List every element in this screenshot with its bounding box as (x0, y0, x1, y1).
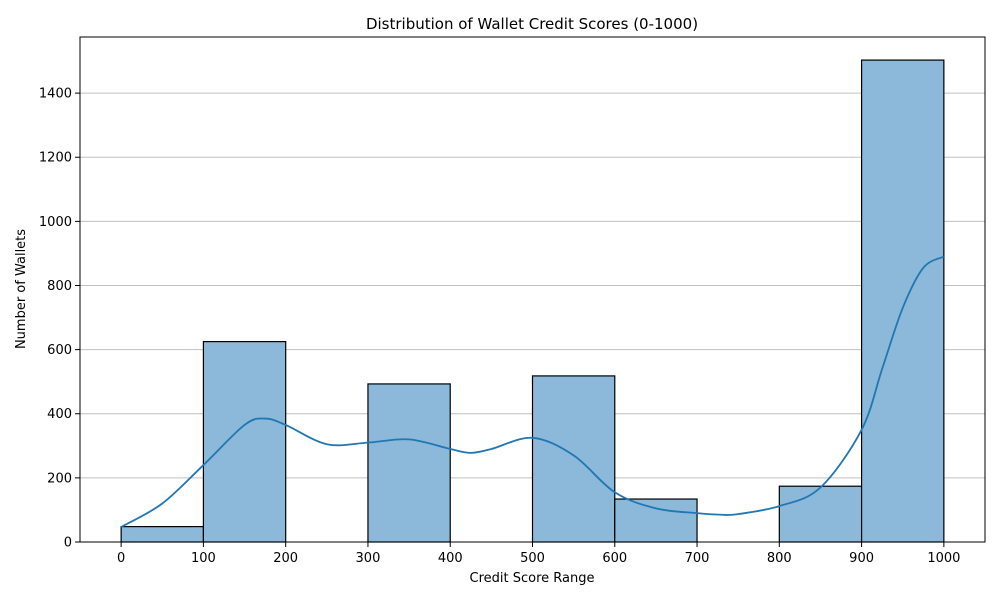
x-tick-label: 600 (602, 551, 627, 566)
x-tick-label: 900 (849, 551, 874, 566)
x-tick-label: 0 (117, 551, 125, 566)
y-ticks: 0 200 400 600 800 1000 1200 1400 (39, 87, 80, 551)
histogram-bar (367, 383, 451, 543)
y-tick-label: 1400 (39, 87, 72, 102)
histogram-bar (778, 485, 863, 543)
x-ticks: 0 100 200 300 400 500 600 700 800 900 1000 (117, 542, 960, 566)
y-tick-label: 0 (64, 536, 72, 551)
x-axis-label: Credit Score Range (470, 571, 595, 586)
y-axis-label: Number of Wallets (14, 229, 29, 349)
histogram-bar (614, 498, 698, 543)
y-tick-label: 1000 (39, 215, 72, 230)
histogram-bar (860, 59, 945, 543)
histogram-bar (202, 341, 287, 543)
chart-title: Distribution of Wallet Credit Scores (0-… (366, 15, 698, 33)
y-tick-label: 1200 (39, 151, 72, 166)
y-tick-label: 200 (47, 471, 72, 486)
kde-layer (120, 255, 945, 528)
kde-curve (120, 255, 945, 528)
x-tick-label: 200 (273, 551, 298, 566)
histogram-bar (120, 526, 205, 543)
x-tick-label: 400 (438, 551, 463, 566)
y-tick-label: 800 (47, 279, 72, 294)
x-tick-label: 500 (520, 551, 545, 566)
x-tick-label: 800 (767, 551, 792, 566)
y-tick-label: 600 (47, 343, 72, 358)
y-tick-label: 400 (47, 407, 72, 422)
bars-layer (120, 59, 945, 543)
x-tick-label: 700 (685, 551, 710, 566)
x-tick-label: 100 (191, 551, 216, 566)
x-tick-label: 300 (356, 551, 381, 566)
histogram-bar (531, 375, 616, 543)
x-tick-label: 1000 (927, 551, 960, 566)
